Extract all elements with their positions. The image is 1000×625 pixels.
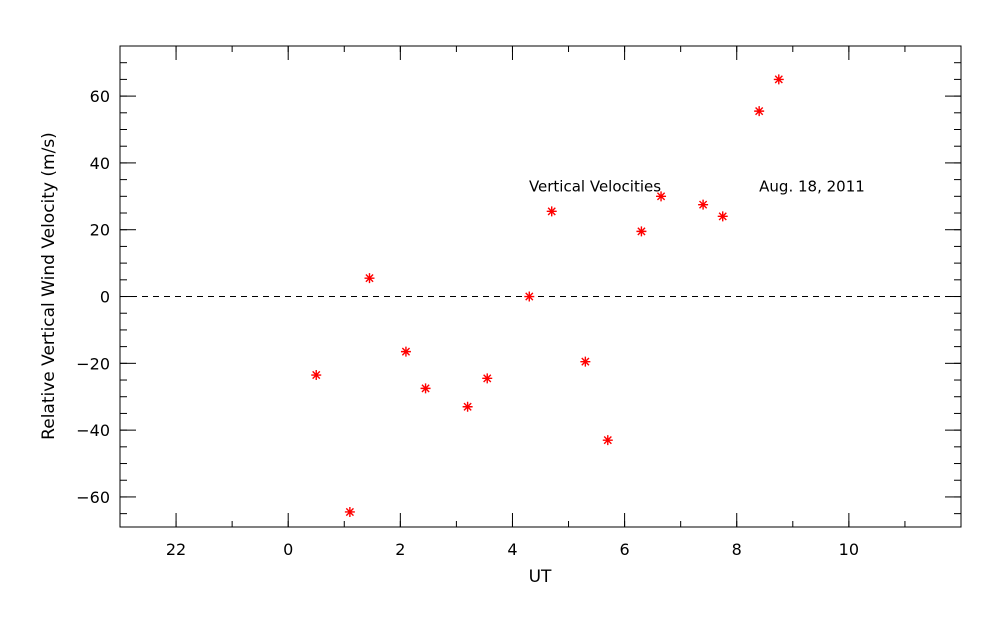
tick-labels: 22 0 2 4 6 8 10 −60 −40 −20 0 20 40 60 <box>76 87 859 559</box>
data-point <box>717 211 728 222</box>
data-point <box>462 401 473 412</box>
minor-ticks <box>119 45 962 527</box>
data-point <box>602 435 613 446</box>
data-point <box>311 370 322 381</box>
data-point <box>636 226 647 237</box>
data-point <box>698 199 709 210</box>
chart-annotation: Vertical Velocities <box>529 177 661 195</box>
data-point <box>546 206 557 217</box>
y-tick-label: 20 <box>90 221 110 240</box>
data-point <box>754 106 765 117</box>
data-point <box>400 346 411 357</box>
plot-frame <box>119 45 962 528</box>
x-tick-label: 2 <box>395 540 405 559</box>
data-point <box>773 74 784 85</box>
y-axis-title: Relative Vertical Wind Velocity (m/s) <box>39 132 59 440</box>
y-tick-label: 40 <box>90 154 110 173</box>
x-tick-label: 0 <box>283 540 293 559</box>
x-tick-label: 6 <box>620 540 630 559</box>
major-ticks <box>120 46 961 527</box>
y-tick-label: −60 <box>76 488 110 507</box>
data-points <box>311 74 784 517</box>
x-tick-label: 22 <box>166 540 186 559</box>
y-tick-label: 60 <box>90 87 110 106</box>
y-tick-label: 0 <box>100 288 110 307</box>
y-tick-label: −20 <box>76 354 110 373</box>
data-point <box>420 383 431 394</box>
data-point <box>344 506 355 517</box>
x-tick-label: 8 <box>732 540 742 559</box>
y-tick-label: −40 <box>76 421 110 440</box>
data-point <box>656 191 667 202</box>
x-tick-label: 4 <box>507 540 517 559</box>
data-point <box>580 356 591 367</box>
data-point <box>482 373 493 384</box>
data-point <box>364 273 375 284</box>
chart-annotation: Aug. 18, 2011 <box>759 177 865 195</box>
x-tick-label: 10 <box>839 540 859 559</box>
annotations: Vertical Velocities Aug. 18, 2011 <box>529 177 865 195</box>
data-point <box>524 291 535 302</box>
x-axis-title: UT <box>529 567 552 587</box>
